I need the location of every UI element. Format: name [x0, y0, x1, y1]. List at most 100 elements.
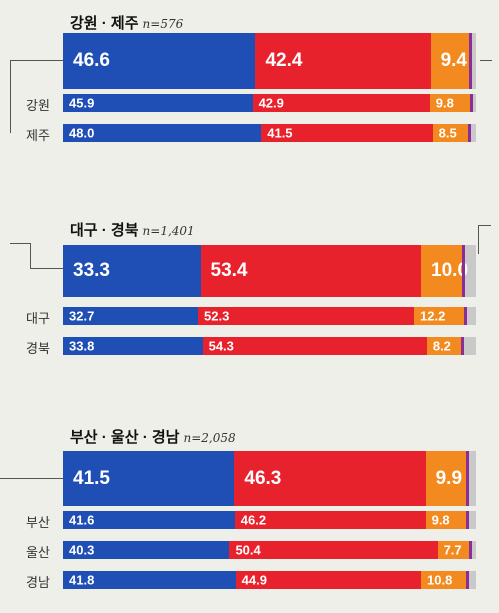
- segment-value-label: 9.8: [431, 512, 450, 528]
- subregion-label: 제주: [26, 128, 50, 143]
- segment-value-label: 45.9: [69, 95, 95, 111]
- red-segment: 46.3: [234, 451, 426, 506]
- other-segment: [469, 33, 473, 89]
- region-title: 대구 · 경북 n=1,401: [70, 219, 195, 240]
- segment-value-label: 9.8: [435, 95, 454, 111]
- blue-segment: 46.6: [63, 33, 256, 89]
- segment-value-label: 10.0: [431, 260, 469, 281]
- segment-value-label: 41.5: [73, 467, 110, 489]
- orange-segment: 7.7: [437, 541, 470, 559]
- segment-value-label: 9.9: [435, 467, 463, 489]
- segment-value-label: 46.3: [244, 467, 282, 489]
- red-segment: 54.3: [202, 337, 427, 355]
- subregion-label: 부산: [26, 515, 50, 530]
- orange-segment: 9.4: [430, 33, 470, 89]
- subregion-label: 경북: [26, 341, 50, 356]
- segment-value-label: 46.6: [73, 50, 110, 71]
- subregion-bar: 41.8 44.9 10.8: [63, 571, 476, 589]
- connector-line: [480, 60, 492, 62]
- segment-value-label: 48.0: [69, 125, 95, 141]
- sample-size-label: n=1,401: [142, 224, 195, 238]
- red-segment: 42.9: [252, 94, 430, 112]
- subregion-bar: 45.9 42.9 9.8: [63, 94, 476, 112]
- subregion-label: 울산: [26, 545, 50, 560]
- blue-segment: 33.8: [63, 337, 203, 355]
- subregion-label: 강원: [26, 98, 50, 113]
- red-segment: 50.4: [229, 541, 438, 559]
- orange-segment: 10.0: [421, 245, 468, 297]
- red-segment: 46.2: [234, 511, 426, 529]
- segment-value-label: 44.9: [241, 572, 267, 588]
- segment-value-label: 12.2: [420, 308, 446, 324]
- subregion-label: 경남: [26, 575, 50, 590]
- blue-segment: 33.3: [63, 245, 201, 297]
- segment-value-label: 8.5: [438, 125, 457, 141]
- segment-value-label: 53.4: [210, 260, 248, 281]
- segment-value-label: 41.5: [267, 125, 293, 141]
- segment-value-label: 54.3: [208, 338, 234, 354]
- connector-line: [478, 225, 491, 254]
- segment-value-label: 50.4: [235, 542, 261, 558]
- segment-value-label: 52.3: [204, 308, 230, 324]
- blue-segment: 40.3: [63, 541, 230, 559]
- connector-line: [10, 60, 64, 133]
- segment-value-label: 7.7: [443, 542, 462, 558]
- subregion-bar: 33.8 54.3 8.2: [63, 337, 476, 355]
- other-segment: [460, 337, 464, 355]
- other-segment: [466, 511, 470, 529]
- red-segment: 53.4: [200, 245, 422, 297]
- subregion-bar: 40.3 50.4 7.7: [63, 541, 476, 559]
- connector-line: [10, 243, 31, 269]
- orange-segment: 8.2: [426, 337, 461, 355]
- region-title-text: 대구 · 경북: [70, 222, 139, 239]
- blue-segment: 32.7: [63, 307, 199, 325]
- red-segment: 42.4: [255, 33, 431, 89]
- segment-value-label: 32.7: [69, 308, 95, 324]
- segment-value-label: 8.2: [432, 338, 451, 354]
- blue-segment: 41.5: [63, 451, 235, 506]
- subregion-label: 대구: [26, 311, 50, 326]
- segment-value-label: 46.2: [240, 512, 267, 528]
- other-segment: [466, 451, 470, 506]
- overall-bar: 46.6 42.4 9.4: [63, 33, 476, 89]
- other-segment: [462, 245, 466, 297]
- connector-line: [30, 268, 63, 270]
- blue-segment: 45.9: [63, 94, 253, 112]
- other-segment: [467, 124, 471, 142]
- segment-value-label: 9.4: [440, 50, 467, 71]
- blue-segment: 48.0: [63, 124, 262, 142]
- overall-bar: 41.5 46.3 9.9: [63, 451, 476, 506]
- segment-value-label: 42.9: [258, 95, 284, 111]
- orange-segment: 12.2: [414, 307, 465, 325]
- subregion-bar: 32.7 52.3 12.2: [63, 307, 476, 325]
- orange-segment: 9.8: [429, 94, 471, 112]
- other-segment: [464, 307, 468, 325]
- region-title-text: 부산 · 울산 · 경남: [70, 429, 180, 446]
- red-segment: 44.9: [235, 571, 422, 589]
- segment-value-label: 40.3: [69, 542, 95, 558]
- other-segment: [469, 541, 473, 559]
- red-segment: 52.3: [198, 307, 415, 325]
- segment-value-label: 41.6: [69, 512, 95, 528]
- orange-segment: 10.8: [421, 571, 466, 589]
- other-segment: [470, 94, 474, 112]
- region-title: 부산 · 울산 · 경남 n=2,058: [70, 426, 236, 447]
- sample-size-label: n=2,058: [183, 431, 236, 445]
- segment-value-label: 33.8: [69, 338, 95, 354]
- red-segment: 41.5: [261, 124, 433, 142]
- blue-segment: 41.6: [63, 511, 235, 529]
- orange-segment: 8.5: [432, 124, 468, 142]
- other-segment: [465, 571, 469, 589]
- connector-line: [0, 478, 63, 480]
- orange-segment: 9.8: [425, 511, 467, 529]
- segment-value-label: 33.3: [73, 260, 110, 281]
- segment-value-label: 10.8: [427, 572, 453, 588]
- sample-size-label: n=576: [142, 17, 184, 31]
- overall-bar: 33.3 53.4 10.0: [63, 245, 476, 297]
- subregion-bar: 41.6 46.2 9.8: [63, 511, 476, 529]
- region-title-text: 강원 · 제주: [70, 15, 139, 32]
- orange-segment: 9.9: [425, 451, 467, 506]
- segment-value-label: 41.8: [69, 572, 95, 588]
- blue-segment: 41.8: [63, 571, 236, 589]
